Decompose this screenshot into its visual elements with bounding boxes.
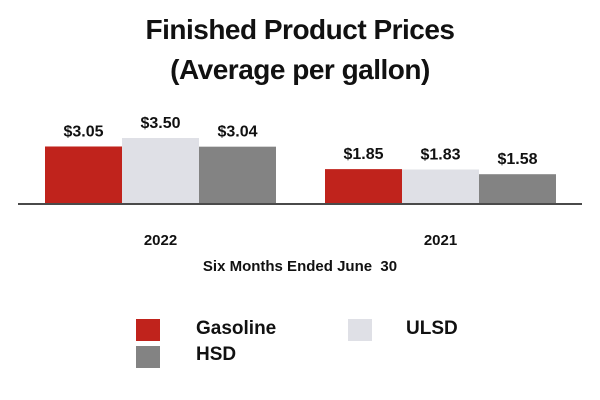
data-label-ulsd-2022: $3.50 [140, 115, 180, 132]
chart-title-line-1: Finished Product Prices [145, 14, 455, 45]
category-label-2022: 2022 [144, 232, 177, 249]
legend-label-ulsd: ULSD [406, 318, 458, 339]
bar-ulsd-2022 [122, 138, 199, 204]
x-axis-label: Six Months Ended June 30 [202, 258, 398, 275]
bar-gasoline-2022 [45, 146, 122, 204]
data-label-gasoline-2022: $3.05 [63, 123, 103, 140]
data-label-hsd-2021: $1.58 [497, 151, 537, 168]
chart-title-line-2: (Average per gallon) [170, 54, 430, 85]
legend-swatch-gasoline [136, 319, 160, 341]
legend-swatch-ulsd [348, 319, 372, 341]
data-label-hsd-2022: $3.04 [217, 124, 257, 141]
data-label-ulsd-2021: $1.83 [420, 146, 460, 163]
bar-ulsd-2021 [402, 169, 479, 204]
bar-hsd-2021 [479, 174, 556, 204]
legend-label-hsd: HSD [196, 344, 237, 365]
data-label-gasoline-2021: $1.85 [343, 146, 383, 163]
bar-hsd-2022 [199, 146, 276, 204]
legend-label-gasoline: Gasoline [196, 318, 277, 339]
bar-gasoline-2021 [325, 169, 402, 204]
category-label-2021: 2021 [424, 232, 457, 249]
legend-swatch-hsd [136, 346, 160, 368]
